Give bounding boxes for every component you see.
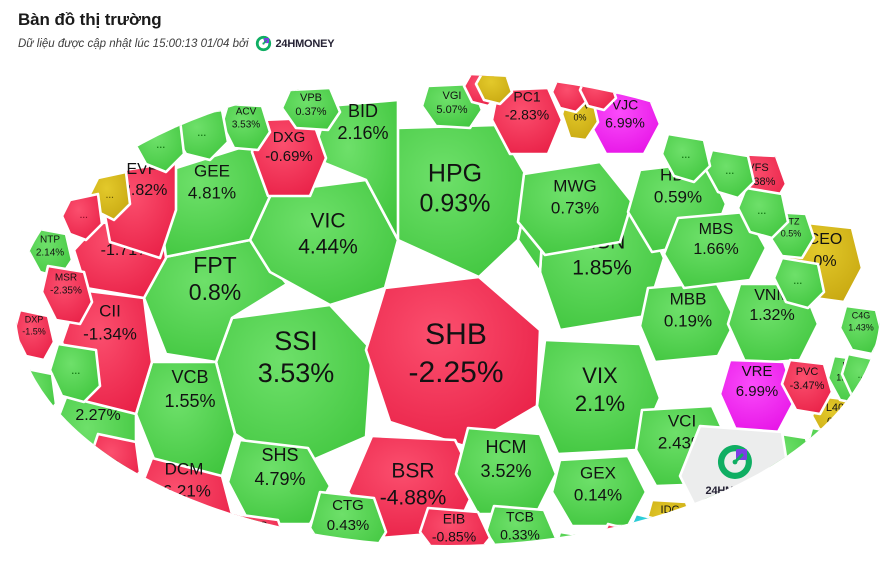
cell-mwg[interactable]: MWG 0.73%: [516, 160, 642, 274]
cell-shb[interactable]: SHB -2.25%: [364, 275, 542, 449]
update-row: Dữ liệu được cập nhật lúc 15:00:13 01/04…: [18, 35, 335, 52]
filler-ellipsis: ...: [118, 517, 126, 526]
filler-ellipsis: ...: [32, 389, 40, 398]
filler-ellipsis: ...: [719, 506, 728, 516]
filler-ellipsis: ...: [109, 454, 118, 464]
page-title: Bàn đồ thị trường: [18, 10, 162, 29]
filler-ellipsis: ...: [681, 150, 690, 160]
cell-vre[interactable]: VRE 6.99%: [718, 358, 798, 434]
cell-ctg[interactable]: CTG 0.43%: [308, 490, 388, 558]
filler-ellipsis: ...: [725, 166, 734, 176]
watermark-logo-icon: [717, 445, 752, 479]
filler-ellipsis: ...: [825, 444, 834, 454]
cell-c4g[interactable]: C4G 1.43%: [838, 304, 882, 356]
cell-idc[interactable]: IDC 0%: [644, 498, 696, 545]
filler-ellipsis: ...: [106, 191, 114, 200]
watermark-tile: 24HMONEY: [678, 424, 792, 530]
brand-wordmark: 24HMONEY: [275, 37, 335, 50]
cell-tcb[interactable]: TCB 0.33%: [484, 504, 558, 558]
24hmoney-logo-icon: [255, 35, 271, 52]
cell-hcm[interactable]: HCM 3.52%: [454, 426, 558, 516]
cell-msr[interactable]: MSR -2.35%: [40, 264, 94, 326]
filler-ellipsis: ...: [86, 503, 94, 512]
filler-ellipsis: ...: [793, 276, 802, 286]
cell-tng[interactable]: TNG -6.71%: [226, 512, 290, 566]
cell-tng-label: TNG -6.71%: [241, 521, 273, 545]
treemap-svg[interactable]: SSI 3.53% SHB -2.25% FPT 0.8%: [0, 62, 896, 583]
page-header: Bàn đồ thị trường Dữ liệu được cập nhật …: [18, 10, 335, 52]
svg-text:0%: 0%: [662, 518, 678, 530]
update-timestamp: Dữ liệu được cập nhật lúc 15:00:13 01/04…: [18, 37, 249, 50]
treemap-container[interactable]: SSI 3.53% SHB -2.25% FPT 0.8%: [0, 62, 896, 583]
brand-logo: 24HMONEY: [255, 35, 335, 52]
filler-ellipsis: ...: [288, 555, 296, 564]
treemap-cells[interactable]: SSI 3.53% SHB -2.25% FPT 0.8%: [14, 70, 884, 583]
cell-dxp[interactable]: DXP -1.5%: [14, 308, 56, 362]
filler-ellipsis: ...: [197, 128, 206, 138]
cell-gex[interactable]: GEX 0.14%: [550, 454, 648, 528]
cell-mbb[interactable]: MBB 0.19%: [638, 280, 738, 364]
filler-ellipsis: ...: [71, 366, 80, 376]
filler-ellipsis: ...: [757, 206, 766, 216]
filler-ellipsis: ...: [858, 371, 866, 380]
filler-ellipsis: ...: [156, 140, 165, 150]
cell-acv[interactable]: ACV 3.53%: [220, 102, 272, 152]
filler-ellipsis: ...: [80, 211, 88, 220]
watermark-wordmark: 24HMONEY: [706, 485, 766, 497]
filler-ellipsis: ...: [48, 441, 56, 450]
svg-text:-6.71%: -6.71%: [241, 534, 273, 545]
cell-eib[interactable]: EIB -0.85%: [418, 506, 492, 558]
